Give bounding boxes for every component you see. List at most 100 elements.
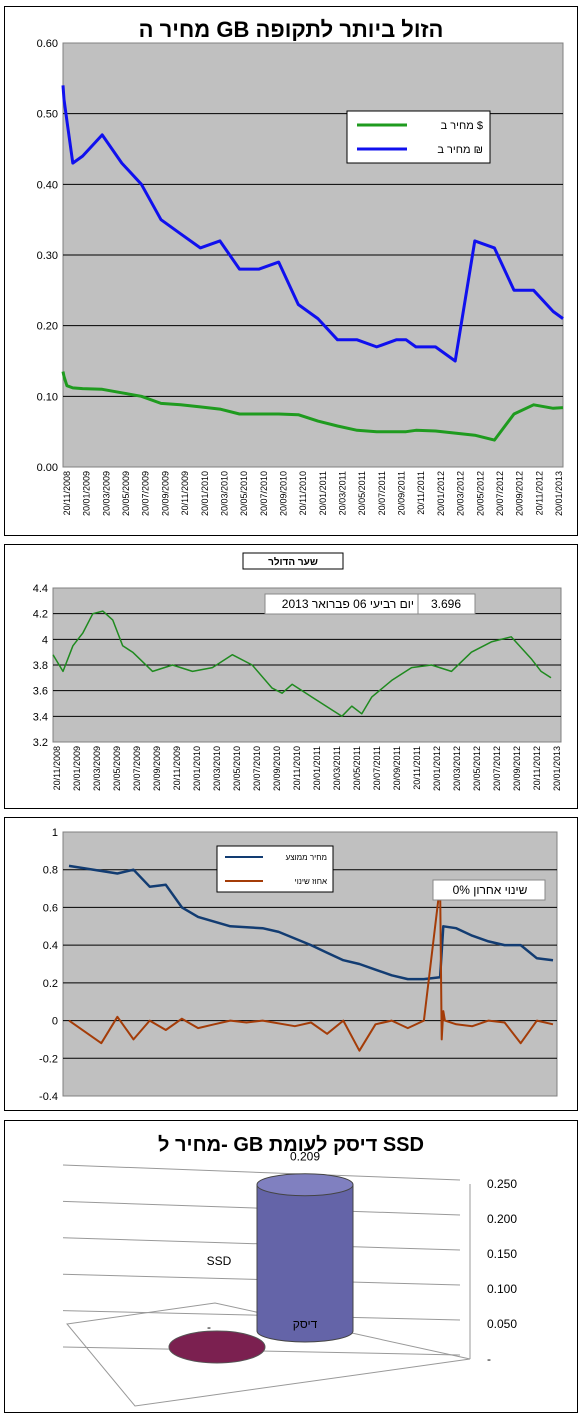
c1-x-tick: 20/07/2012 xyxy=(495,471,505,516)
c1-x-tick: 20/05/2009 xyxy=(121,471,131,516)
c3-y-tick: 0.8 xyxy=(43,865,58,877)
c1-x-tick: 20/03/2010 xyxy=(219,471,229,516)
c1-x-tick: 20/07/2011 xyxy=(377,471,387,515)
c1-x-tick: 20/11/2010 xyxy=(298,471,308,515)
c1-x-tick: 20/11/2012 xyxy=(534,471,544,515)
c3-y-tick: 1 xyxy=(52,827,58,839)
y-tick-label: 0.250 xyxy=(487,1177,517,1191)
c3-y-tick: 0.2 xyxy=(43,978,58,990)
chart-dollar-rate: 3.2 3.4 3.6 3.8 4 4.2 4.4 20/11/2008 20/01/2009 2… xyxy=(4,544,578,809)
annotation-box xyxy=(432,879,546,901)
annotation-date: יום רביעי 06 פברואר 2013 xyxy=(282,597,414,611)
legend-label-1: אחוז שינוי xyxy=(295,877,327,886)
series-line-1 xyxy=(68,883,554,1052)
c2-x-tick: 20/05/2009 xyxy=(112,746,122,791)
c1-x-tick: 20/11/2009 xyxy=(180,471,190,515)
c3-y-tick: 0.6 xyxy=(43,902,58,914)
c1-y-tick: 0.40 xyxy=(37,179,58,191)
c2-x-tick: 20/05/2012 xyxy=(472,746,482,791)
back-gridline xyxy=(62,1164,461,1181)
series-line-usd xyxy=(61,371,564,442)
c2-x-tick: 20/05/2010 xyxy=(232,746,242,791)
data-label-disk: 0.209 xyxy=(290,1150,320,1164)
chart-title: מחיר ל- GB דיסק לעומת SSD xyxy=(158,1134,424,1156)
bar-disk xyxy=(256,1184,354,1343)
legend-box xyxy=(216,845,334,893)
c2-x-tick: 20/01/2012 xyxy=(432,746,442,791)
disk-vs-ssd-svg: מחיר ל- GB דיסק לעומת SSD - 0.050 0.100 0.15… xyxy=(62,1134,517,1407)
cheapest-gb-price-svg: מחיר ה GB הזול ביותר לתקופה 0.00 0.10 0.20 0… xyxy=(37,17,564,516)
c1-x-tick: 20/09/2012 xyxy=(515,471,525,516)
chart-title: שער הדולר xyxy=(268,556,318,568)
c2-x-tick: 20/03/2009 xyxy=(92,746,102,791)
c2-x-tick: 20/07/2011 xyxy=(372,746,382,790)
legend-label-ils: מחיר ב ₪ xyxy=(437,144,483,156)
c1-y-tick: 0.00 xyxy=(37,462,58,474)
c2-x-tick: 20/09/2009 xyxy=(152,746,162,791)
c1-x-tick: 20/07/2010 xyxy=(259,471,269,516)
legend: מחיר ב $ מחיר ב ₪ xyxy=(346,110,491,164)
c1-x-tick: 20/01/2013 xyxy=(554,471,564,516)
c2-x-tick: 20/01/2010 xyxy=(192,746,202,791)
c2-x-tick: 20/01/2009 xyxy=(72,746,82,791)
annotation-value: 3.696 xyxy=(431,597,461,611)
c1-y-tick: 0.20 xyxy=(37,321,58,333)
c2-x-tick: 20/11/2009 xyxy=(172,746,182,790)
c1-x-tick: 20/05/2011 xyxy=(357,471,367,515)
c3-y-tick: -0.2 xyxy=(39,1053,58,1065)
annotation-text: שינוי אחרון 0% xyxy=(453,883,528,897)
chart-title: מחיר ה GB הזול ביותר לתקופה xyxy=(139,17,444,42)
c2-x-tick: 20/07/2010 xyxy=(252,746,262,791)
bar-ssd xyxy=(168,1330,266,1364)
c1-x-tick: 20/05/2012 xyxy=(475,471,485,516)
c2-x-tick: 20/07/2009 xyxy=(132,746,142,791)
chart-disk-vs-ssd: מחיר ל- GB דיסק לעומת SSD - 0.050 0.100 0.15… xyxy=(4,1120,578,1413)
c2-x-tick: 20/11/2010 xyxy=(292,746,302,790)
floor xyxy=(66,1302,471,1407)
y-tick-label: 0.050 xyxy=(487,1317,517,1331)
chart-cheapest-gb-price: מחיר ה GB הזול ביותר לתקופה 0.00 0.10 0.20 0… xyxy=(4,6,578,536)
y-tick-label: - xyxy=(487,1352,491,1366)
c2-y-tick: 3.2 xyxy=(33,737,48,749)
c2-x-tick: 20/09/2012 xyxy=(512,746,522,791)
series-line-ils xyxy=(61,85,564,363)
c1-x-tick: 20/03/2012 xyxy=(456,471,466,516)
c2-x-tick: 20/11/2008 xyxy=(52,746,62,790)
c1-x-tick: 20/01/2010 xyxy=(200,471,210,516)
c1-x-tick: 20/01/2012 xyxy=(436,471,446,516)
c1-x-tick: 20/01/2009 xyxy=(82,471,92,516)
c2-x-tick: 20/01/2011 xyxy=(312,746,322,790)
c1-x-tick: 20/05/2010 xyxy=(239,471,249,516)
c1-x-tick: 20/11/2011 xyxy=(416,471,426,515)
c2-y-tick: 4 xyxy=(42,634,48,646)
y-tick-label: 0.200 xyxy=(487,1212,517,1226)
c2-x-tick: 20/03/2012 xyxy=(452,746,462,791)
c2-x-tick: 20/09/2010 xyxy=(272,746,282,791)
chart-average-price-change: -0.4 -0.2 0 0.2 0.4 0.6 0.8 1 מחיר ממוצע אחוז שינ… xyxy=(4,817,578,1111)
data-label-ssd: - xyxy=(207,1320,211,1334)
annotation-box xyxy=(264,593,476,615)
c1-x-tick: 20/07/2009 xyxy=(141,471,151,516)
legend-label-0: מחיר ממוצע xyxy=(286,853,327,862)
c2-y-tick: 3.4 xyxy=(33,711,48,723)
legend-label-usd: מחיר ב $ xyxy=(441,120,483,132)
legend-box xyxy=(346,110,491,164)
c2-x-tick: 20/11/2012 xyxy=(532,746,542,790)
c3-y-tick: 0.4 xyxy=(43,940,58,952)
c2-y-tick: 4.4 xyxy=(33,583,48,595)
title-box xyxy=(242,552,344,570)
c2-y-tick: 3.6 xyxy=(33,686,48,698)
c1-y-tick: 0.30 xyxy=(37,250,58,262)
c1-y-tick: 0.60 xyxy=(37,38,58,50)
c2-x-tick: 20/01/2013 xyxy=(552,746,562,791)
c1-x-tick: 20/09/2010 xyxy=(278,471,288,516)
y-tick-label: 0.150 xyxy=(487,1247,517,1261)
c2-x-tick: 20/11/2011 xyxy=(412,746,422,790)
c1-x-tick: 20/01/2011 xyxy=(318,471,328,515)
c1-x-tick: 20/09/2009 xyxy=(160,471,170,516)
y-tick-label: 0.100 xyxy=(487,1282,517,1296)
c2-x-tick: 20/07/2012 xyxy=(492,746,502,791)
c2-y-tick: 3.8 xyxy=(33,660,48,672)
c2-x-tick: 20/03/2010 xyxy=(212,746,222,791)
average-price-change-svg: -0.4 -0.2 0 0.2 0.4 0.6 0.8 1 מחיר ממוצע אחוז שינ… xyxy=(39,827,558,1103)
